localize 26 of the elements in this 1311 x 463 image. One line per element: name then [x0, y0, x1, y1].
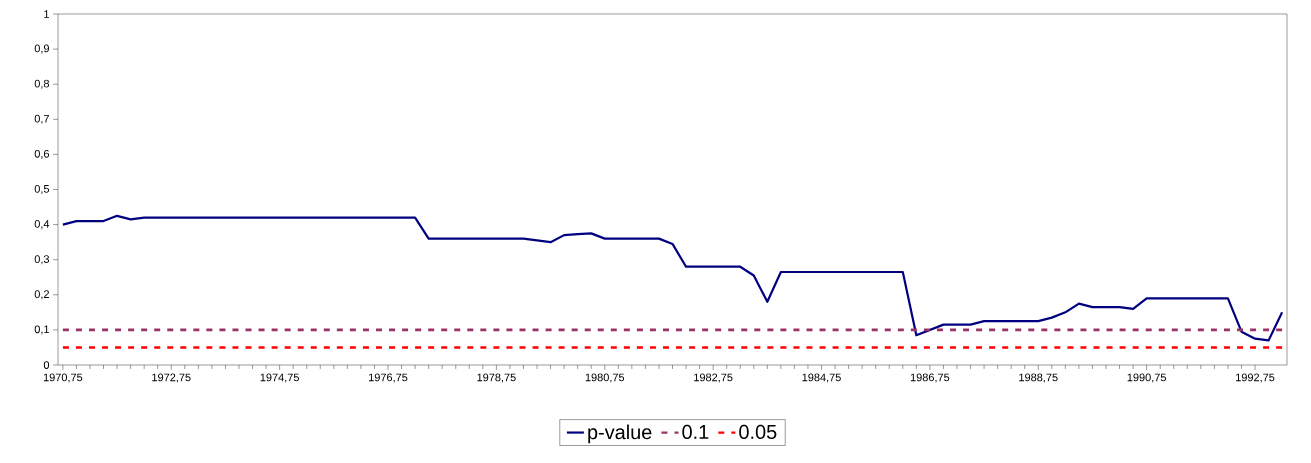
- x-tick-label: 1990,75: [1127, 373, 1166, 383]
- y-tick-label: 0,5: [34, 184, 50, 195]
- y-tick-label: 0,9: [34, 44, 49, 54]
- x-tick-label: 1980,75: [585, 373, 625, 383]
- x-tick-label: 1974,75: [260, 373, 299, 383]
- x-tick-label: 1982,75: [694, 373, 733, 383]
- y-tick-label: 1: [44, 10, 49, 18]
- y-tick-label: 0,4: [34, 220, 50, 230]
- y-tick-label: 0,2: [34, 290, 49, 300]
- y-tick-label: 0: [43, 361, 50, 369]
- legend-label: 0.1: [682, 424, 709, 439]
- y-tick-label: 0,3: [34, 255, 50, 265]
- y-tick-label: 0,1: [34, 325, 49, 335]
- x-tick-label: 1992,75: [1236, 373, 1275, 383]
- y-tick-label: 0,8: [34, 79, 50, 89]
- x-tick-label: 1978,75: [477, 373, 516, 383]
- legend-label: 0.05: [739, 424, 777, 439]
- x-tick-label: 1976,75: [369, 373, 408, 383]
- legend-label: p-value: [588, 424, 652, 444]
- x-tick-label: 1984,75: [802, 373, 841, 383]
- x-tick-label: 1988,75: [1019, 373, 1058, 383]
- x-tick-label: 1972,75: [152, 373, 191, 383]
- x-tick-label: 1970,75: [43, 373, 83, 383]
- x-tick-label: 1986,75: [910, 373, 950, 383]
- y-tick-label: 0,6: [34, 149, 50, 159]
- y-tick-label: 0,7: [34, 114, 49, 124]
